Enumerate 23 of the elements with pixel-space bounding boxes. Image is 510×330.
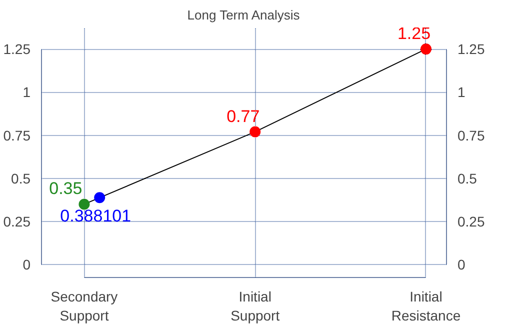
data-label: 0.35	[49, 179, 82, 198]
x-tick-label: Initial Support	[230, 288, 280, 324]
chart-title: Long Term Analysis	[187, 8, 300, 22]
point	[420, 44, 432, 55]
point	[78, 198, 90, 210]
x-tick-label: Initial Resistance	[391, 288, 461, 324]
y-tick-label: 1.25	[3, 41, 31, 58]
y-tick-label: 0.5	[11, 170, 31, 186]
data-label: 0.388101	[60, 206, 132, 226]
y2-tick-label: 0.25	[458, 213, 485, 230]
y-tick-label: 1	[22, 84, 31, 100]
point	[250, 126, 261, 138]
y-tick-label: 0	[22, 256, 31, 273]
x-tick-label: Secondary Support	[50, 288, 118, 324]
data-label: 0.77	[226, 106, 260, 126]
y-tick-label: 0.75	[3, 127, 31, 144]
y2-tick-label: 0	[458, 256, 466, 273]
y2-tick-label: 1	[458, 84, 466, 100]
y2-tick-label: 0.5	[458, 170, 478, 186]
y2-tick-label: 1.25	[458, 41, 485, 58]
y-tick-label: 0.25	[3, 213, 31, 230]
y2-tick-label: 0.75	[458, 127, 485, 144]
data-label: 1.25	[397, 24, 431, 44]
